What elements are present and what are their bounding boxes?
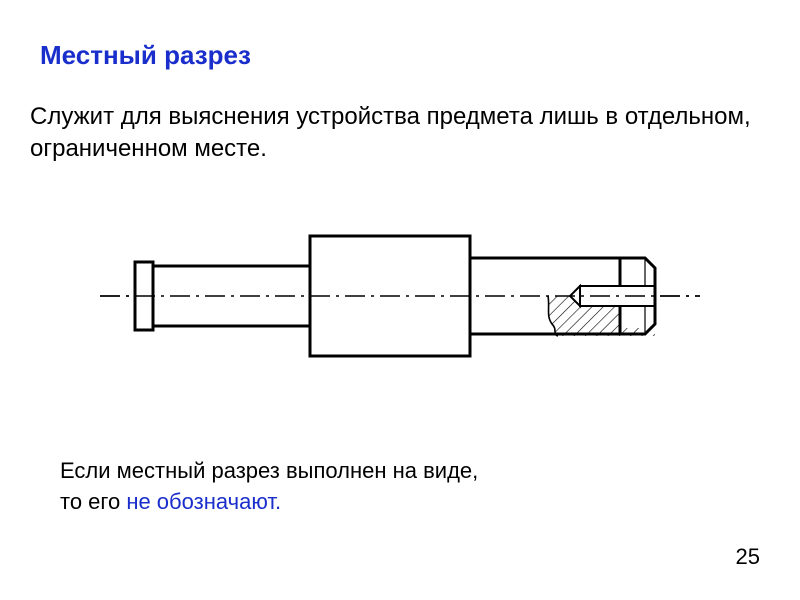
note-emphasis: не обозначают. [126,489,281,514]
slide-page: Местный разрез Служит для выяснения устр… [0,0,800,600]
note-line2-prefix: то его [60,489,126,514]
note-line1: Если местный разрез выполнен на виде, [60,458,478,483]
slide-title: Местный разрез [40,40,770,71]
description-text: Служит для выяснения устройства предмета… [30,101,770,166]
diagram-container [30,196,770,396]
page-number: 25 [736,544,760,570]
note-text: Если местный разрез выполнен на виде, то… [60,456,770,518]
shaft-section-diagram [80,196,720,396]
